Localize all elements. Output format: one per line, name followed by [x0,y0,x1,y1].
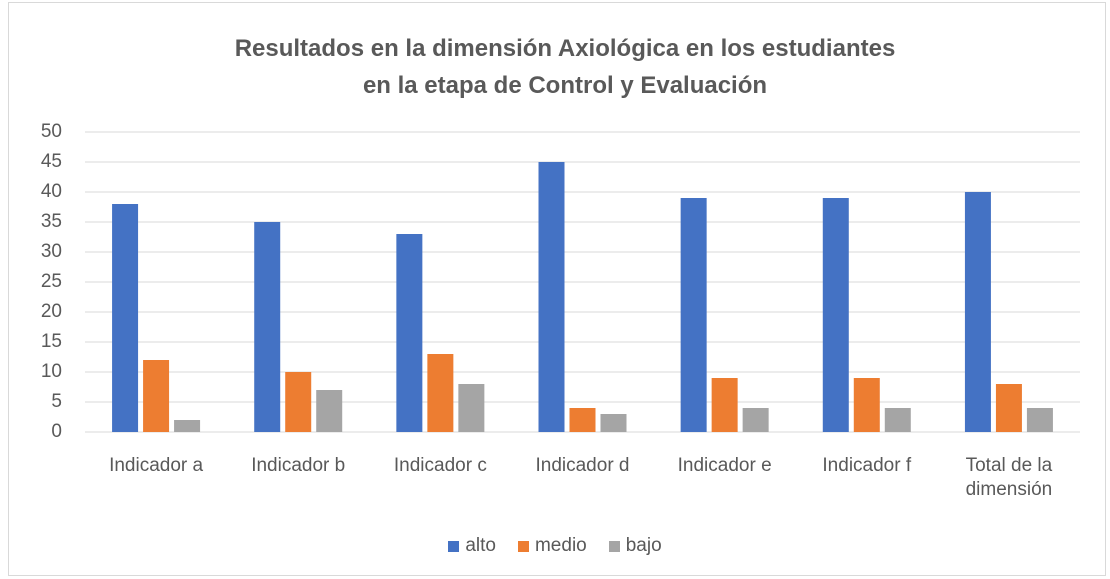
x-tick-label: Indicador a [109,455,204,476]
chart-frame [8,2,1106,576]
bar [964,192,991,432]
bar [427,354,454,432]
y-tick-label: 30 [41,241,62,262]
legend-item: medio [517,535,587,557]
legend-swatch [448,540,460,552]
bar [285,372,312,432]
legend-label: bajo [625,535,662,556]
legend-swatch [517,540,529,552]
bar [458,384,485,432]
y-tick-label: 35 [41,211,62,232]
bar [680,198,707,432]
bar [112,204,139,432]
bar [884,408,911,432]
x-tick-label: Indicador b [251,455,346,476]
x-tick-label: Indicador e [677,455,772,476]
bar [711,378,738,432]
bar [853,378,880,432]
y-tick-label: 50 [41,121,62,142]
bar [742,408,769,432]
y-tick-label: 45 [41,151,62,172]
bar [538,162,565,432]
x-tick-label: Indicador d [535,455,630,476]
legend-swatch [608,540,620,552]
bar [143,360,170,432]
bar [174,420,201,432]
y-tick-label: 25 [41,271,62,292]
legend-label: alto [465,535,496,556]
bar [822,198,849,432]
bar [569,408,596,432]
chart-title: Resultados en la dimensión Axiológica en… [234,35,896,99]
legend-label: medio [534,535,587,556]
y-tick-label: 20 [41,301,62,322]
bar [254,222,281,432]
y-tick-label: 5 [51,391,62,412]
y-tick-label: 40 [41,181,62,202]
bar [1026,408,1053,432]
legend-item: bajo [608,535,662,557]
legend: alto medio bajo [0,535,1110,557]
legend-item: alto [448,535,496,557]
bar [600,414,627,432]
y-tick-label: 15 [41,331,62,352]
bar [995,384,1022,432]
bar [396,234,423,432]
x-tick-label: Total de la dimensión [965,455,1053,500]
x-tick-label: Indicador c [393,455,487,476]
bar [316,390,343,432]
x-tick-label: Indicador f [822,455,912,476]
y-tick-label: 10 [41,361,62,382]
y-tick-label: 0 [51,421,62,442]
